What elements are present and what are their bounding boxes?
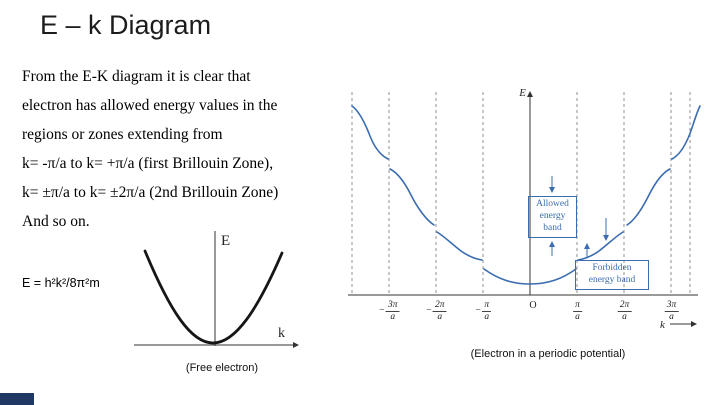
free-k-axis-label: k	[278, 326, 285, 341]
tick-minus-pi-a: − π a	[474, 300, 492, 322]
zone-boundary-lines	[351, 92, 691, 295]
tick-2pi-a: 2π a	[617, 300, 632, 322]
allowed-energy-band-label: Allowed energy band	[528, 196, 577, 238]
body-line: regions or zones extending from	[22, 126, 223, 143]
energy-band-curves	[351, 105, 701, 285]
tick-3pi-a: 3π a	[664, 300, 679, 322]
band-extent-arrows	[549, 176, 609, 258]
periodic-k-axis-label: k	[660, 319, 666, 331]
slide-title: E – k Diagram	[40, 10, 212, 40]
free-e-axis-label: E	[221, 233, 230, 249]
body-text: From the E-K diagram it is clear that el…	[22, 62, 362, 236]
free-electron-caption: (Free electron)	[185, 362, 259, 374]
body-line: From the E-K diagram it is clear that	[22, 68, 251, 85]
tick-minus-3pi-a: −3π a	[378, 300, 400, 322]
slide-accent-bar	[0, 393, 34, 405]
tick-origin: O	[529, 300, 537, 311]
body-line: k= ±π/a to k= ±2π/a (2nd Brillouin Zone)	[22, 184, 279, 201]
free-electron-energy-formula: E = h²k²/8π²m	[22, 276, 100, 290]
body-line: k= -π/a to k= +π/a (first Brillouin Zone…	[22, 155, 274, 172]
body-line: And so on.	[22, 213, 90, 230]
free-electron-parabola	[143, 249, 284, 345]
forbidden-energy-band-label: Forbidden energy band	[575, 260, 649, 290]
free-electron-diagram: E k	[134, 231, 299, 348]
periodic-diagram-caption: (Electron in a periodic potential)	[470, 348, 626, 360]
periodic-ek-diagram: E k	[348, 87, 701, 331]
periodic-e-axis-label: E	[518, 87, 526, 99]
body-line: electron has allowed energy values in th…	[22, 97, 278, 114]
tick-minus-2pi-a: −2π a	[425, 300, 447, 322]
